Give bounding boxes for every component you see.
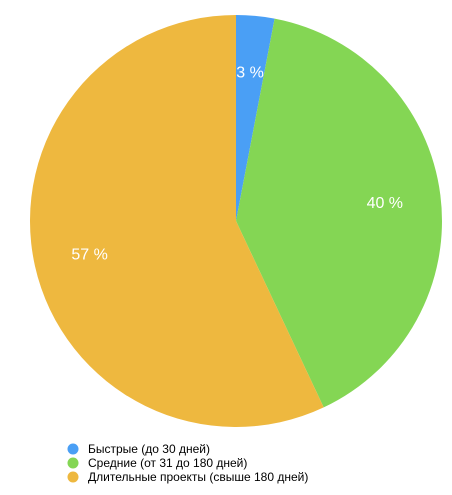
legend-label-2: Средние (от 31 до 180 дней) xyxy=(88,456,247,470)
legend-swatch-3 xyxy=(67,471,79,483)
pie-slice-labels: 3 % 40 % 57 % xyxy=(71,65,403,264)
legend-label-3: Длительные проекты (свыше 180 дней) xyxy=(88,470,308,484)
pie-slice-2 xyxy=(236,18,442,408)
pie-slice-label-3: 57 % xyxy=(71,247,107,264)
pie-slice-label-1: 3 % xyxy=(236,65,264,82)
pie-slice-3 xyxy=(29,15,324,427)
legend-swatch-1 xyxy=(67,443,79,455)
legend-swatch-2 xyxy=(67,457,79,469)
pie-slice-1 xyxy=(236,15,275,221)
pie-slices xyxy=(29,15,442,427)
pie-slice-label-2: 40 % xyxy=(367,195,403,212)
legend: Быстрые (до 30 дней)Средние (от 31 до 18… xyxy=(67,442,308,484)
legend-label-1: Быстрые (до 30 дней) xyxy=(88,442,210,456)
